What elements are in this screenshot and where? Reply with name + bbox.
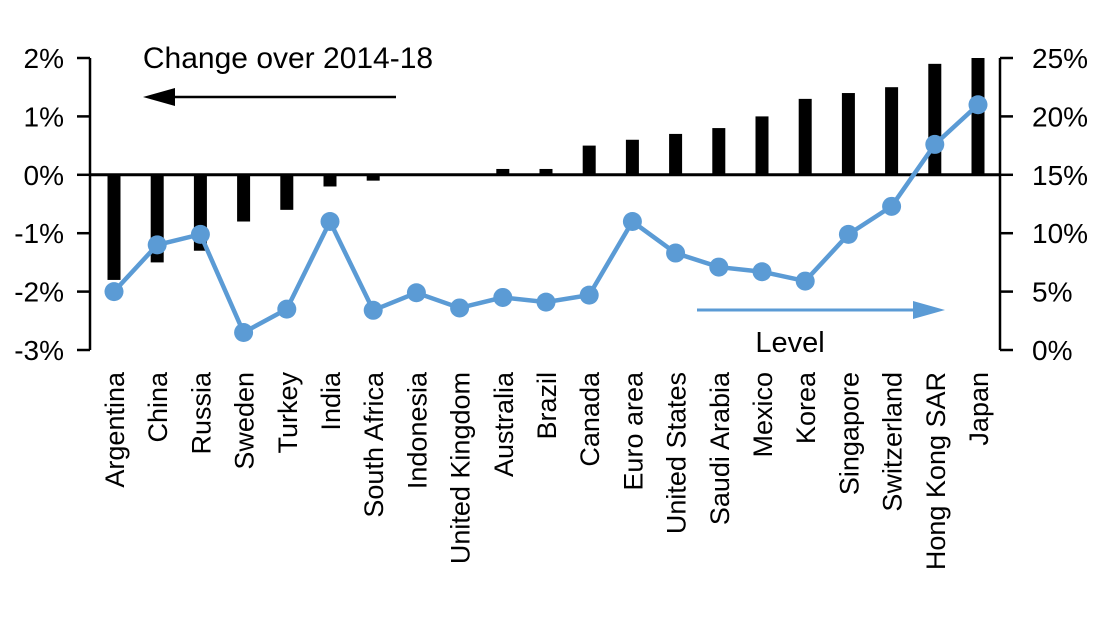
- line-point-south-africa: [363, 300, 383, 320]
- right-axis-tick-label: 0%: [1032, 335, 1072, 366]
- right-axis-tick-label: 20%: [1032, 101, 1088, 132]
- category-label-united-states: United States: [662, 372, 692, 534]
- line-point-china: [147, 235, 167, 255]
- line-point-singapore: [838, 224, 858, 244]
- category-label-switzerland: Switzerland: [878, 372, 908, 512]
- line-point-united-kingdom: [450, 298, 470, 318]
- category-label-russia: Russia: [186, 371, 216, 455]
- right-axis-tick-label: 5%: [1032, 277, 1072, 308]
- bar-australia: [496, 168, 510, 175]
- category-label-indonesia: Indonesia: [402, 371, 432, 489]
- bar-canada: [582, 145, 596, 175]
- category-label-euro-area: Euro area: [618, 371, 648, 491]
- category-label-china: China: [143, 371, 173, 443]
- line-point-india: [320, 212, 340, 232]
- left-axis-tick-label: -1%: [14, 218, 64, 249]
- category-label-turkey: Turkey: [273, 372, 303, 454]
- bar-mexico: [755, 116, 769, 175]
- line-point-hong-kong-sar: [925, 134, 945, 154]
- line-point-australia: [493, 287, 513, 307]
- bar-euro-area: [625, 139, 639, 175]
- bar-turkey: [280, 174, 294, 210]
- line-point-united-states: [666, 243, 686, 263]
- category-label-brazil: Brazil: [532, 372, 562, 440]
- line-point-euro-area: [622, 212, 642, 232]
- category-label-argentina: Argentina: [100, 371, 130, 488]
- line-point-turkey: [277, 299, 297, 319]
- line-point-mexico: [752, 262, 772, 282]
- bar-india: [323, 174, 337, 187]
- bar-hong-kong-sar: [928, 63, 942, 175]
- line-point-brazil: [536, 292, 556, 312]
- category-label-singapore: Singapore: [834, 372, 864, 495]
- category-label-saudi-arabia: Saudi Arabia: [705, 371, 735, 525]
- bar-korea: [798, 98, 812, 175]
- bars-series-label: Change over 2014-18: [143, 42, 433, 75]
- right-axis-tick-label: 15%: [1032, 160, 1088, 191]
- left-axis-tick-label: 0%: [24, 160, 64, 191]
- bar-saudi-arabia: [712, 128, 726, 175]
- line-series-label: Level: [755, 327, 824, 359]
- left-axis-tick-label: 2%: [24, 43, 64, 74]
- bar-argentina: [107, 174, 121, 280]
- left-axis-tick-label: -3%: [14, 335, 64, 366]
- line-point-japan: [968, 95, 988, 115]
- category-label-united-kingdom: United Kingdom: [446, 372, 476, 564]
- category-label-hong-kong-sar: Hong Kong SAR: [921, 372, 951, 570]
- line-point-argentina: [104, 282, 124, 302]
- bar-switzerland: [885, 87, 899, 175]
- category-label-canada: Canada: [575, 371, 605, 467]
- category-label-south-africa: South Africa: [359, 371, 389, 518]
- line-point-korea: [795, 271, 815, 291]
- bar-united-states: [669, 133, 683, 175]
- bar-japan: [971, 58, 985, 175]
- bar-brazil: [539, 168, 553, 175]
- line-point-russia: [190, 224, 210, 244]
- line-point-saudi-arabia: [709, 257, 729, 277]
- left-arrowhead-icon: [143, 88, 175, 106]
- category-label-india: India: [316, 371, 346, 431]
- left-axis-tick-label: -2%: [14, 277, 64, 308]
- category-label-sweden: Sweden: [230, 372, 260, 470]
- bar-south-africa: [366, 174, 380, 181]
- bar-singapore: [841, 93, 855, 175]
- line-point-indonesia: [406, 283, 426, 303]
- bar-sweden: [237, 174, 251, 222]
- right-axis-tick-label: 25%: [1032, 43, 1088, 74]
- line-point-sweden: [234, 322, 254, 342]
- left-axis-tick-label: 1%: [24, 101, 64, 132]
- right-arrowhead-icon: [913, 301, 945, 319]
- category-label-korea: Korea: [791, 371, 821, 444]
- category-label-mexico: Mexico: [748, 372, 778, 458]
- category-label-australia: Australia: [489, 371, 519, 477]
- line-point-canada: [579, 285, 599, 305]
- right-axis-tick-label: 10%: [1032, 218, 1088, 249]
- line-point-switzerland: [882, 196, 902, 216]
- category-label-japan: Japan: [964, 372, 994, 446]
